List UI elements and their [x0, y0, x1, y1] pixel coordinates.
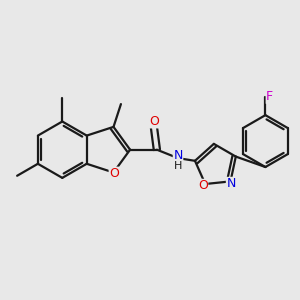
Text: F: F: [266, 90, 273, 103]
Text: N: N: [173, 149, 183, 162]
Text: O: O: [149, 115, 159, 128]
Text: O: O: [109, 167, 119, 180]
Text: N: N: [226, 177, 236, 190]
Text: O: O: [198, 179, 208, 192]
Text: H: H: [174, 161, 182, 171]
